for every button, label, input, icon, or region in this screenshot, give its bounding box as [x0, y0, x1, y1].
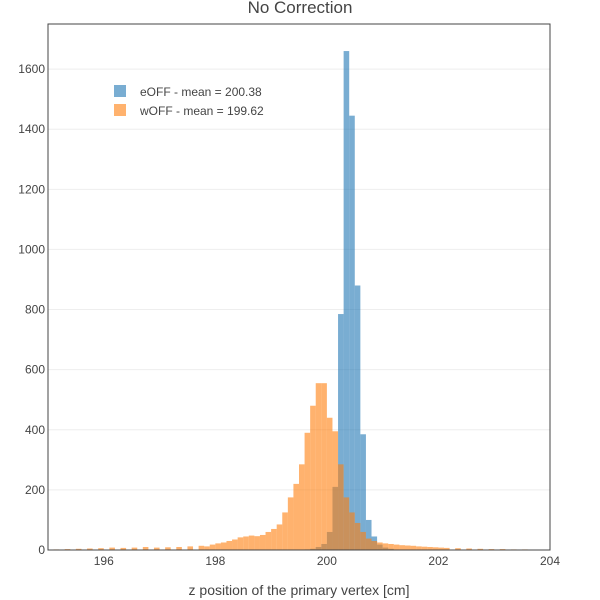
histogram-bar — [338, 464, 344, 550]
legend-label: eOFF - mean = 200.38 — [140, 85, 262, 99]
histogram-bar — [220, 542, 227, 550]
histogram-bar — [438, 547, 445, 550]
histogram-bar — [382, 543, 389, 550]
histogram-bar — [204, 546, 210, 550]
histogram-bar — [332, 431, 339, 550]
legend-item[interactable]: wOFF - mean = 199.62 — [114, 104, 264, 118]
histogram-bar — [416, 546, 422, 550]
histogram-bar — [131, 547, 138, 550]
histogram-bar — [365, 538, 372, 550]
histogram-bar — [232, 539, 238, 550]
y-tick-label: 600 — [25, 363, 45, 377]
histogram-bar — [153, 547, 160, 550]
histogram-bar — [326, 417, 333, 550]
histogram-bar — [360, 434, 366, 550]
histogram-bar — [98, 548, 104, 550]
y-tick-label: 1400 — [18, 122, 45, 136]
histogram-bar — [75, 548, 82, 550]
histogram-bar — [299, 464, 305, 550]
histogram-bar — [404, 545, 411, 550]
histogram-bar — [209, 544, 216, 550]
y-tick-label: 0 — [38, 543, 45, 557]
y-tick-label: 1600 — [18, 62, 45, 76]
histogram-bar — [282, 512, 288, 550]
histogram-bar — [360, 531, 366, 550]
legend-swatch — [114, 104, 126, 116]
histogram-bars — [53, 51, 528, 551]
histogram-bar — [349, 512, 355, 550]
grid-lines — [48, 68, 550, 491]
histogram-bar — [354, 522, 361, 550]
y-tick-label: 400 — [25, 423, 45, 437]
x-tick-label: 196 — [94, 554, 114, 568]
histogram-bar — [315, 383, 322, 550]
histogram-bar — [393, 544, 400, 550]
histogram-bar — [477, 548, 484, 550]
histogram-bar — [427, 546, 433, 550]
chart-title: No Correction — [248, 0, 353, 17]
histogram-bar — [343, 497, 350, 550]
series-1-bars — [53, 383, 528, 550]
histogram-bar — [343, 51, 350, 551]
histogram-bar — [243, 536, 249, 550]
histogram-bar — [187, 546, 194, 550]
histogram-bar — [142, 546, 149, 550]
histogram-bar — [338, 314, 344, 550]
histogram-bar — [265, 531, 272, 550]
legend-item[interactable]: eOFF - mean = 200.38 — [114, 85, 262, 99]
y-tick-label: 800 — [25, 303, 45, 317]
histogram-bar — [287, 497, 294, 550]
histogram-bar — [444, 547, 450, 550]
x-tick-label: 204 — [540, 554, 560, 568]
x-axis-title: z position of the primary vertex [cm] — [189, 582, 410, 598]
histogram-bar — [198, 545, 205, 550]
histogram-bar — [388, 543, 394, 550]
x-tick-label: 202 — [428, 554, 448, 568]
histogram-bar — [259, 534, 266, 550]
histogram-bar — [165, 547, 171, 550]
histogram-bar — [293, 483, 299, 550]
histogram-bar — [304, 432, 311, 550]
histogram-bar — [410, 545, 417, 550]
histogram-bar — [176, 546, 182, 550]
histogram-bar — [365, 519, 372, 550]
y-axis-ticks: 0 200 400 600 800 1000 1200 1400 1600 — [18, 62, 45, 557]
histogram-bar — [271, 528, 277, 550]
histogram-bar — [421, 546, 428, 550]
x-tick-label: 198 — [205, 554, 225, 568]
y-tick-label: 1200 — [18, 182, 45, 196]
histogram-bar — [310, 405, 316, 550]
y-tick-label: 200 — [25, 483, 45, 497]
legend-label: wOFF - mean = 199.62 — [139, 104, 264, 118]
histogram-bar — [377, 542, 383, 550]
histogram-bar — [371, 540, 378, 550]
x-axis-ticks: 196 198 200 202 204 — [94, 554, 561, 568]
histogram-bar — [455, 548, 461, 550]
histogram-bar — [321, 383, 327, 550]
legend-swatch — [114, 85, 126, 97]
histogram-bar — [276, 524, 283, 550]
histogram-bar — [248, 535, 255, 550]
histogram-bar — [109, 547, 115, 550]
plot-frame — [47, 23, 551, 551]
histogram-bar — [254, 536, 260, 550]
histogram-bar — [432, 547, 439, 550]
histogram-bar — [399, 545, 405, 550]
histogram-bar — [354, 285, 361, 550]
histogram-bar — [87, 548, 93, 550]
histogram-bar — [226, 540, 233, 550]
histogram-bar — [349, 115, 355, 550]
histogram-bar — [215, 543, 221, 550]
histogram-bar — [120, 547, 127, 550]
histogram-bar — [466, 548, 472, 550]
x-tick-label: 200 — [317, 554, 337, 568]
y-tick-label: 1000 — [18, 242, 45, 256]
histogram-bar — [237, 537, 244, 550]
legend[interactable]: eOFF - mean = 200.38 wOFF - mean = 199.62 — [114, 85, 264, 118]
